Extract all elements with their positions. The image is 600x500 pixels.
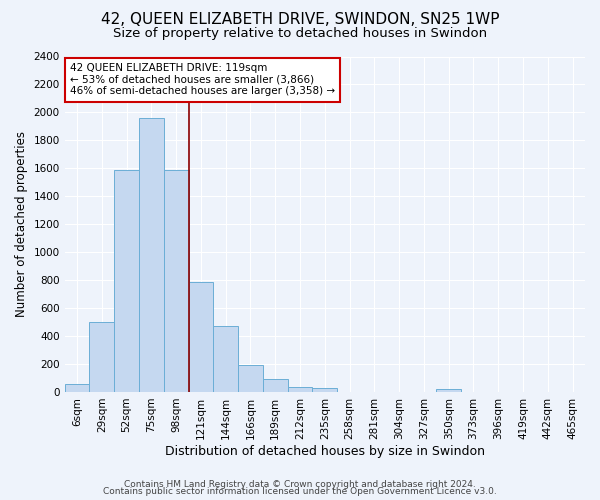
Bar [436, 389, 461, 392]
Text: Size of property relative to detached houses in Swindon: Size of property relative to detached ho… [113, 28, 487, 40]
Text: 42 QUEEN ELIZABETH DRIVE: 119sqm
← 53% of detached houses are smaller (3,866)
46: 42 QUEEN ELIZABETH DRIVE: 119sqm ← 53% o… [70, 63, 335, 96]
Bar [188, 282, 214, 392]
Bar [89, 322, 114, 392]
Bar [313, 388, 337, 392]
Text: Contains HM Land Registry data © Crown copyright and database right 2024.: Contains HM Land Registry data © Crown c… [124, 480, 476, 489]
Bar [65, 384, 89, 392]
Bar [287, 387, 313, 392]
Text: Contains public sector information licensed under the Open Government Licence v3: Contains public sector information licen… [103, 487, 497, 496]
Bar [238, 364, 263, 392]
Bar [263, 380, 287, 392]
Y-axis label: Number of detached properties: Number of detached properties [15, 131, 28, 317]
Bar [164, 170, 188, 392]
Bar [214, 326, 238, 392]
Bar [139, 118, 164, 392]
Text: 42, QUEEN ELIZABETH DRIVE, SWINDON, SN25 1WP: 42, QUEEN ELIZABETH DRIVE, SWINDON, SN25… [101, 12, 499, 28]
Bar [114, 170, 139, 392]
X-axis label: Distribution of detached houses by size in Swindon: Distribution of detached houses by size … [165, 444, 485, 458]
